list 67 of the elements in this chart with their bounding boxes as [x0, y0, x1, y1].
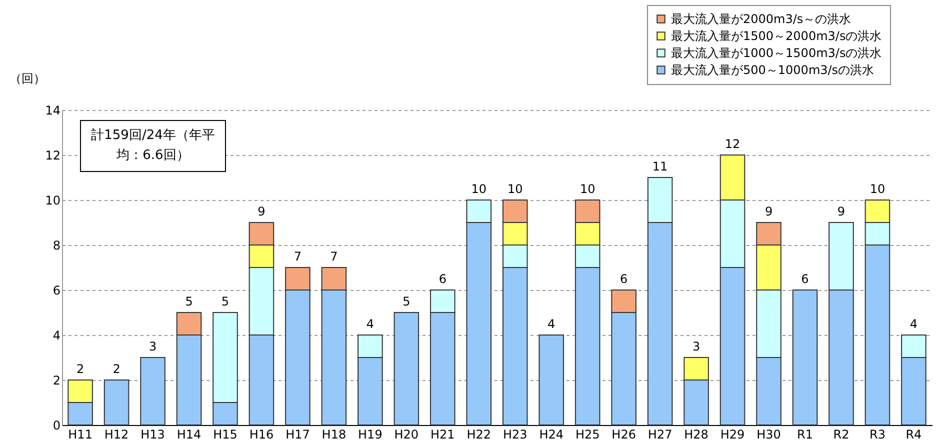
- total-label: 6: [438, 272, 446, 286]
- x-tick-label: H17: [286, 428, 310, 442]
- total-label: 4: [548, 317, 556, 331]
- x-tick-label: H22: [466, 428, 492, 442]
- x-tick-label: R1: [797, 428, 813, 442]
- y-tick-label: 6: [52, 284, 60, 298]
- y-tick-label: 0: [52, 418, 60, 432]
- total-label: 9: [837, 204, 846, 218]
- legend-label: 最大流入量が500～1000m3/sの洪水: [671, 63, 874, 77]
- x-tick-label: H20: [394, 428, 419, 442]
- total-label: 10: [507, 182, 523, 196]
- annotation: 計159回/24年（年平均：6.6回）: [80, 120, 226, 172]
- total-label: 3: [692, 340, 700, 354]
- bar: [394, 312, 420, 426]
- total-label: 4: [366, 317, 374, 331]
- total-label: 7: [294, 250, 302, 264]
- total-label: 10: [471, 182, 487, 196]
- legend-label: 最大流入量が1000～1500m3/sの洪水: [671, 46, 882, 60]
- x-tick-label: H29: [720, 428, 745, 442]
- total-label: 3: [148, 340, 157, 354]
- total-label: 9: [764, 204, 773, 218]
- y-axis-title: （回）: [10, 72, 46, 86]
- x-tick-label: R4: [906, 428, 922, 442]
- x-tick-label: R2: [833, 428, 850, 442]
- x-tick-label: H16: [249, 428, 274, 442]
- total-label: 5: [402, 294, 410, 308]
- y-tick-label: 12: [45, 148, 60, 162]
- x-tick-label: H12: [104, 428, 129, 442]
- bar: [792, 290, 818, 426]
- total-label: 5: [221, 294, 230, 308]
- x-tick-label: H23: [502, 428, 528, 442]
- total-label: 10: [870, 182, 886, 196]
- total-label: 9: [258, 204, 266, 218]
- x-tick-label: R3: [869, 428, 886, 442]
- y-tick-label: 4: [52, 328, 60, 342]
- bar: [538, 334, 564, 426]
- x-tick-label: H26: [612, 428, 636, 442]
- y-tick-label: 14: [45, 104, 60, 118]
- y-tick-label: 8: [52, 238, 60, 252]
- y-tick-label: 2: [52, 374, 60, 388]
- x-tick-label: H13: [140, 428, 165, 442]
- total-label: 6: [801, 272, 809, 286]
- total-label: 4: [910, 317, 918, 331]
- x-tick-label: H27: [648, 428, 672, 442]
- bar: [140, 357, 166, 426]
- total-label: 10: [580, 182, 596, 196]
- legend-label: 最大流入量が1500～2000m3/sの洪水: [671, 29, 882, 43]
- x-tick-label: H15: [213, 428, 238, 442]
- legend-label: 最大流入量が2000m3/s～の洪水: [671, 12, 852, 26]
- total-label: 11: [652, 160, 668, 174]
- x-tick-label: H18: [322, 428, 346, 442]
- total-label: 7: [330, 250, 338, 264]
- total-label: 5: [185, 294, 193, 308]
- bar: [104, 380, 130, 426]
- x-tick-label: H19: [358, 428, 382, 442]
- x-tick-label: H21: [430, 428, 455, 442]
- x-tick-label: H30: [756, 428, 781, 442]
- x-tick-label: H11: [68, 428, 92, 442]
- total-label: 6: [620, 272, 628, 286]
- x-tick-label: H25: [575, 428, 600, 442]
- x-tick-label: H14: [176, 428, 202, 442]
- total-label: 12: [724, 137, 740, 151]
- total-label: 2: [112, 362, 120, 376]
- x-tick-label: H28: [684, 428, 708, 442]
- x-tick-label: H24: [539, 428, 564, 442]
- total-label: 2: [76, 362, 84, 376]
- y-tick-label: 10: [45, 194, 60, 208]
